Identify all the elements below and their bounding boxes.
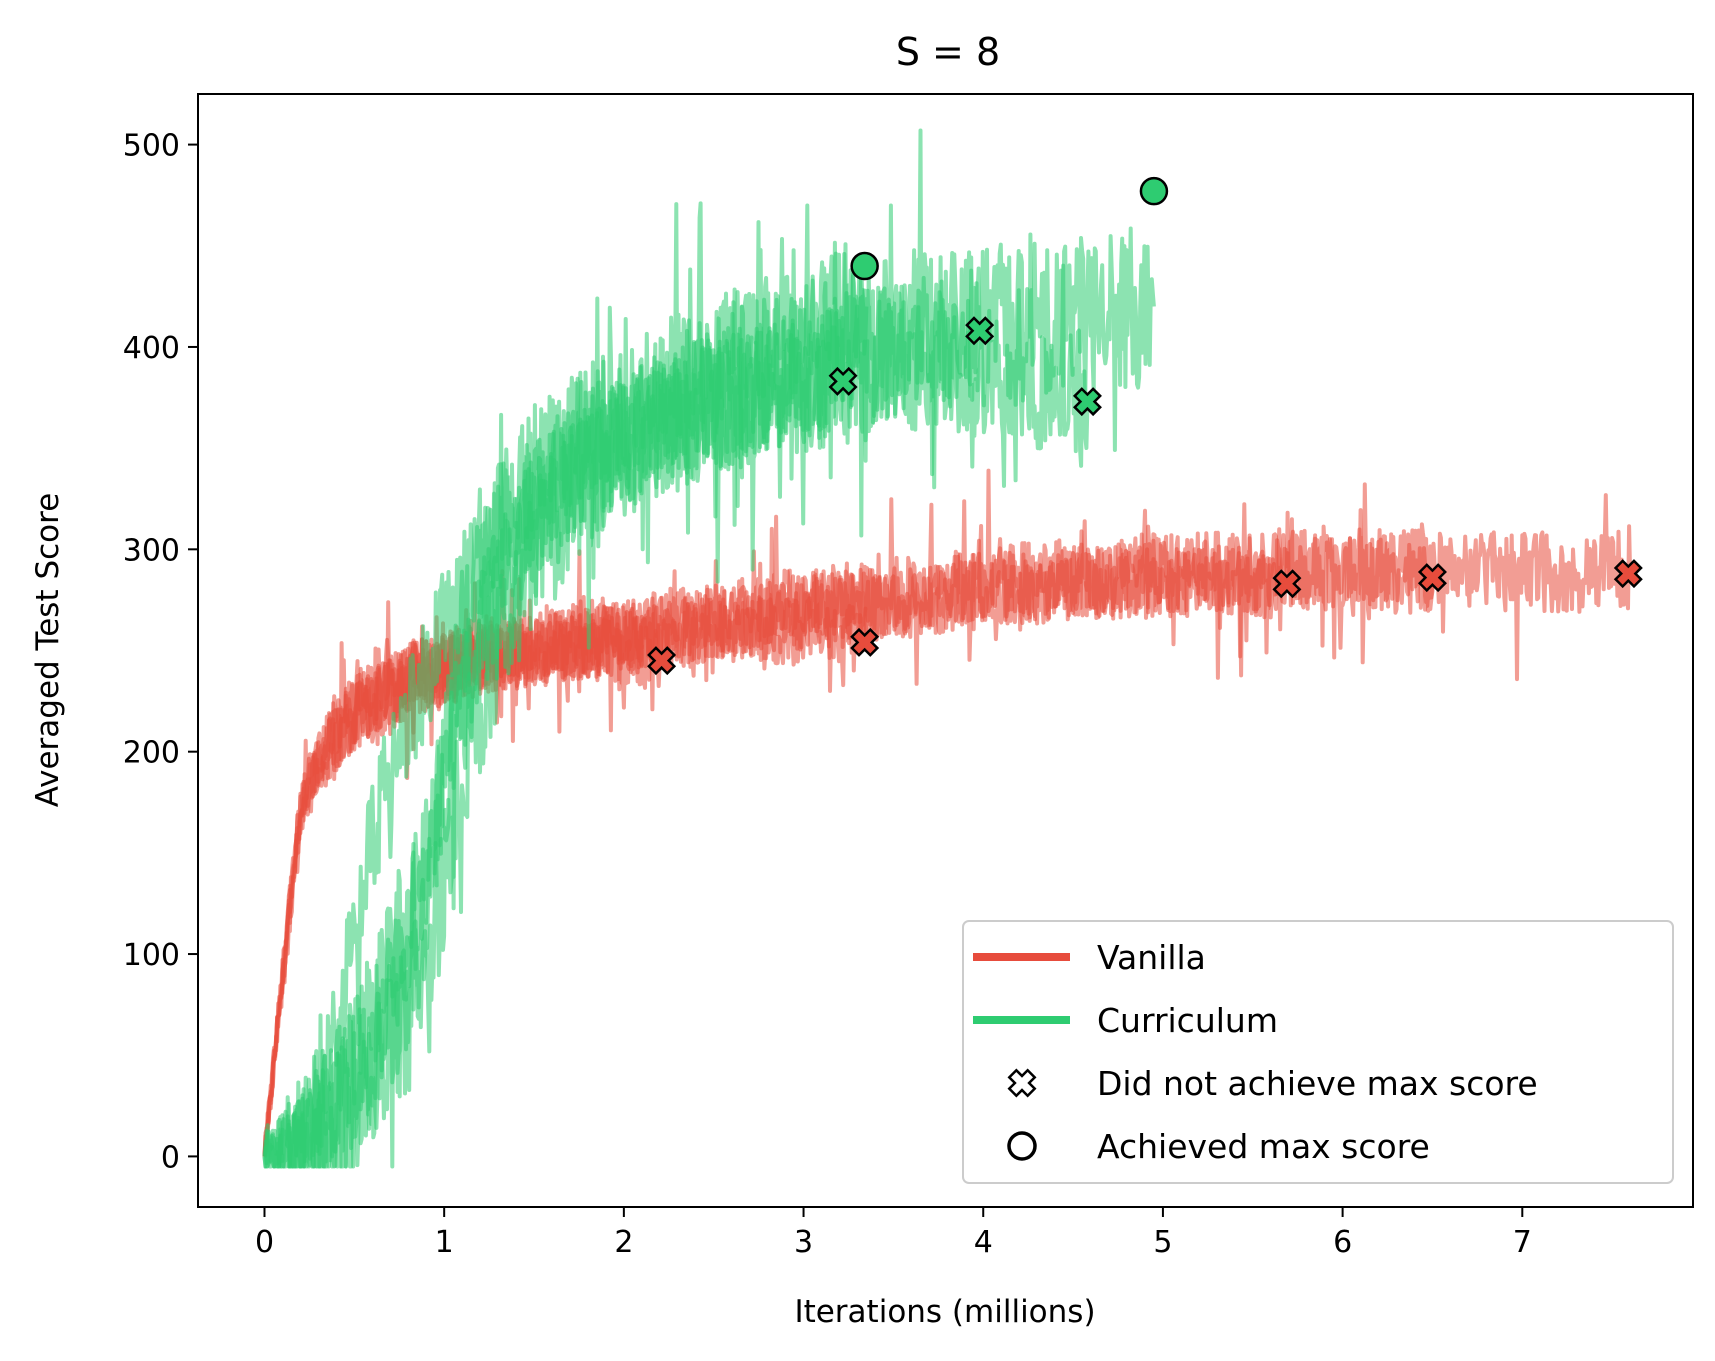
legend-label-not-achieved: Did not achieve max score [1097, 1064, 1538, 1103]
y-tick-label: 100 [123, 938, 180, 973]
x-tick-label: 2 [614, 1225, 633, 1260]
y-tick-label: 300 [123, 533, 180, 568]
legend: Vanilla Curriculum Did not achieve max s… [962, 920, 1674, 1184]
y-tick-label: 500 [123, 129, 180, 164]
x-axis-label: Iterations (millions) [794, 1294, 1095, 1330]
x-tick-label: 1 [435, 1225, 454, 1260]
x-tick-label: 3 [794, 1225, 813, 1260]
legend-label-curriculum: Curriculum [1097, 1001, 1278, 1040]
x-tick-label: 0 [255, 1225, 274, 1260]
x-tick-label: 6 [1333, 1225, 1352, 1260]
marker-not-achieved-curriculum [1072, 387, 1102, 417]
legend-x-marker-icon [1007, 1068, 1037, 1098]
marker-not-achieved-vanilla [850, 627, 880, 657]
x-tick-label: 4 [974, 1225, 993, 1260]
legend-circle-marker-icon [1007, 1131, 1037, 1161]
x-axis: 0 1 2 3 4 5 6 7 [255, 1207, 1532, 1260]
y-tick-label: 200 [123, 736, 180, 771]
marker-achieved-curriculum [850, 251, 879, 281]
series-layer [262, 128, 1633, 1169]
chart-title: S = 8 [896, 30, 1000, 74]
series-line-curriculum-run-5 [263, 128, 1156, 1169]
y-axis-label: Averaged Test Score [30, 493, 66, 808]
legend-label-vanilla: Vanilla [1097, 938, 1206, 977]
x-tick-label: 7 [1513, 1225, 1532, 1260]
marker-not-achieved-vanilla [1613, 559, 1643, 589]
marker-layer [647, 176, 1643, 676]
marker-not-achieved-vanilla [647, 646, 677, 676]
x-tick-label: 5 [1153, 1225, 1172, 1260]
legend-x-shape [1007, 1068, 1037, 1098]
legend-label-achieved: Achieved max score [1097, 1127, 1430, 1166]
y-tick-label: 400 [123, 331, 180, 366]
legend-box [962, 920, 1674, 1184]
marker-not-achieved-curriculum [828, 366, 858, 396]
y-tick-label: 0 [161, 1140, 180, 1175]
plot-frame [197, 93, 1694, 1208]
marker-not-achieved-curriculum [965, 316, 995, 346]
marker-not-achieved-vanilla [1272, 569, 1302, 599]
y-axis: 0 100 200 300 400 500 [123, 129, 198, 1175]
marker-achieved-curriculum [1139, 176, 1169, 206]
marker-not-achieved-vanilla [1417, 563, 1447, 593]
